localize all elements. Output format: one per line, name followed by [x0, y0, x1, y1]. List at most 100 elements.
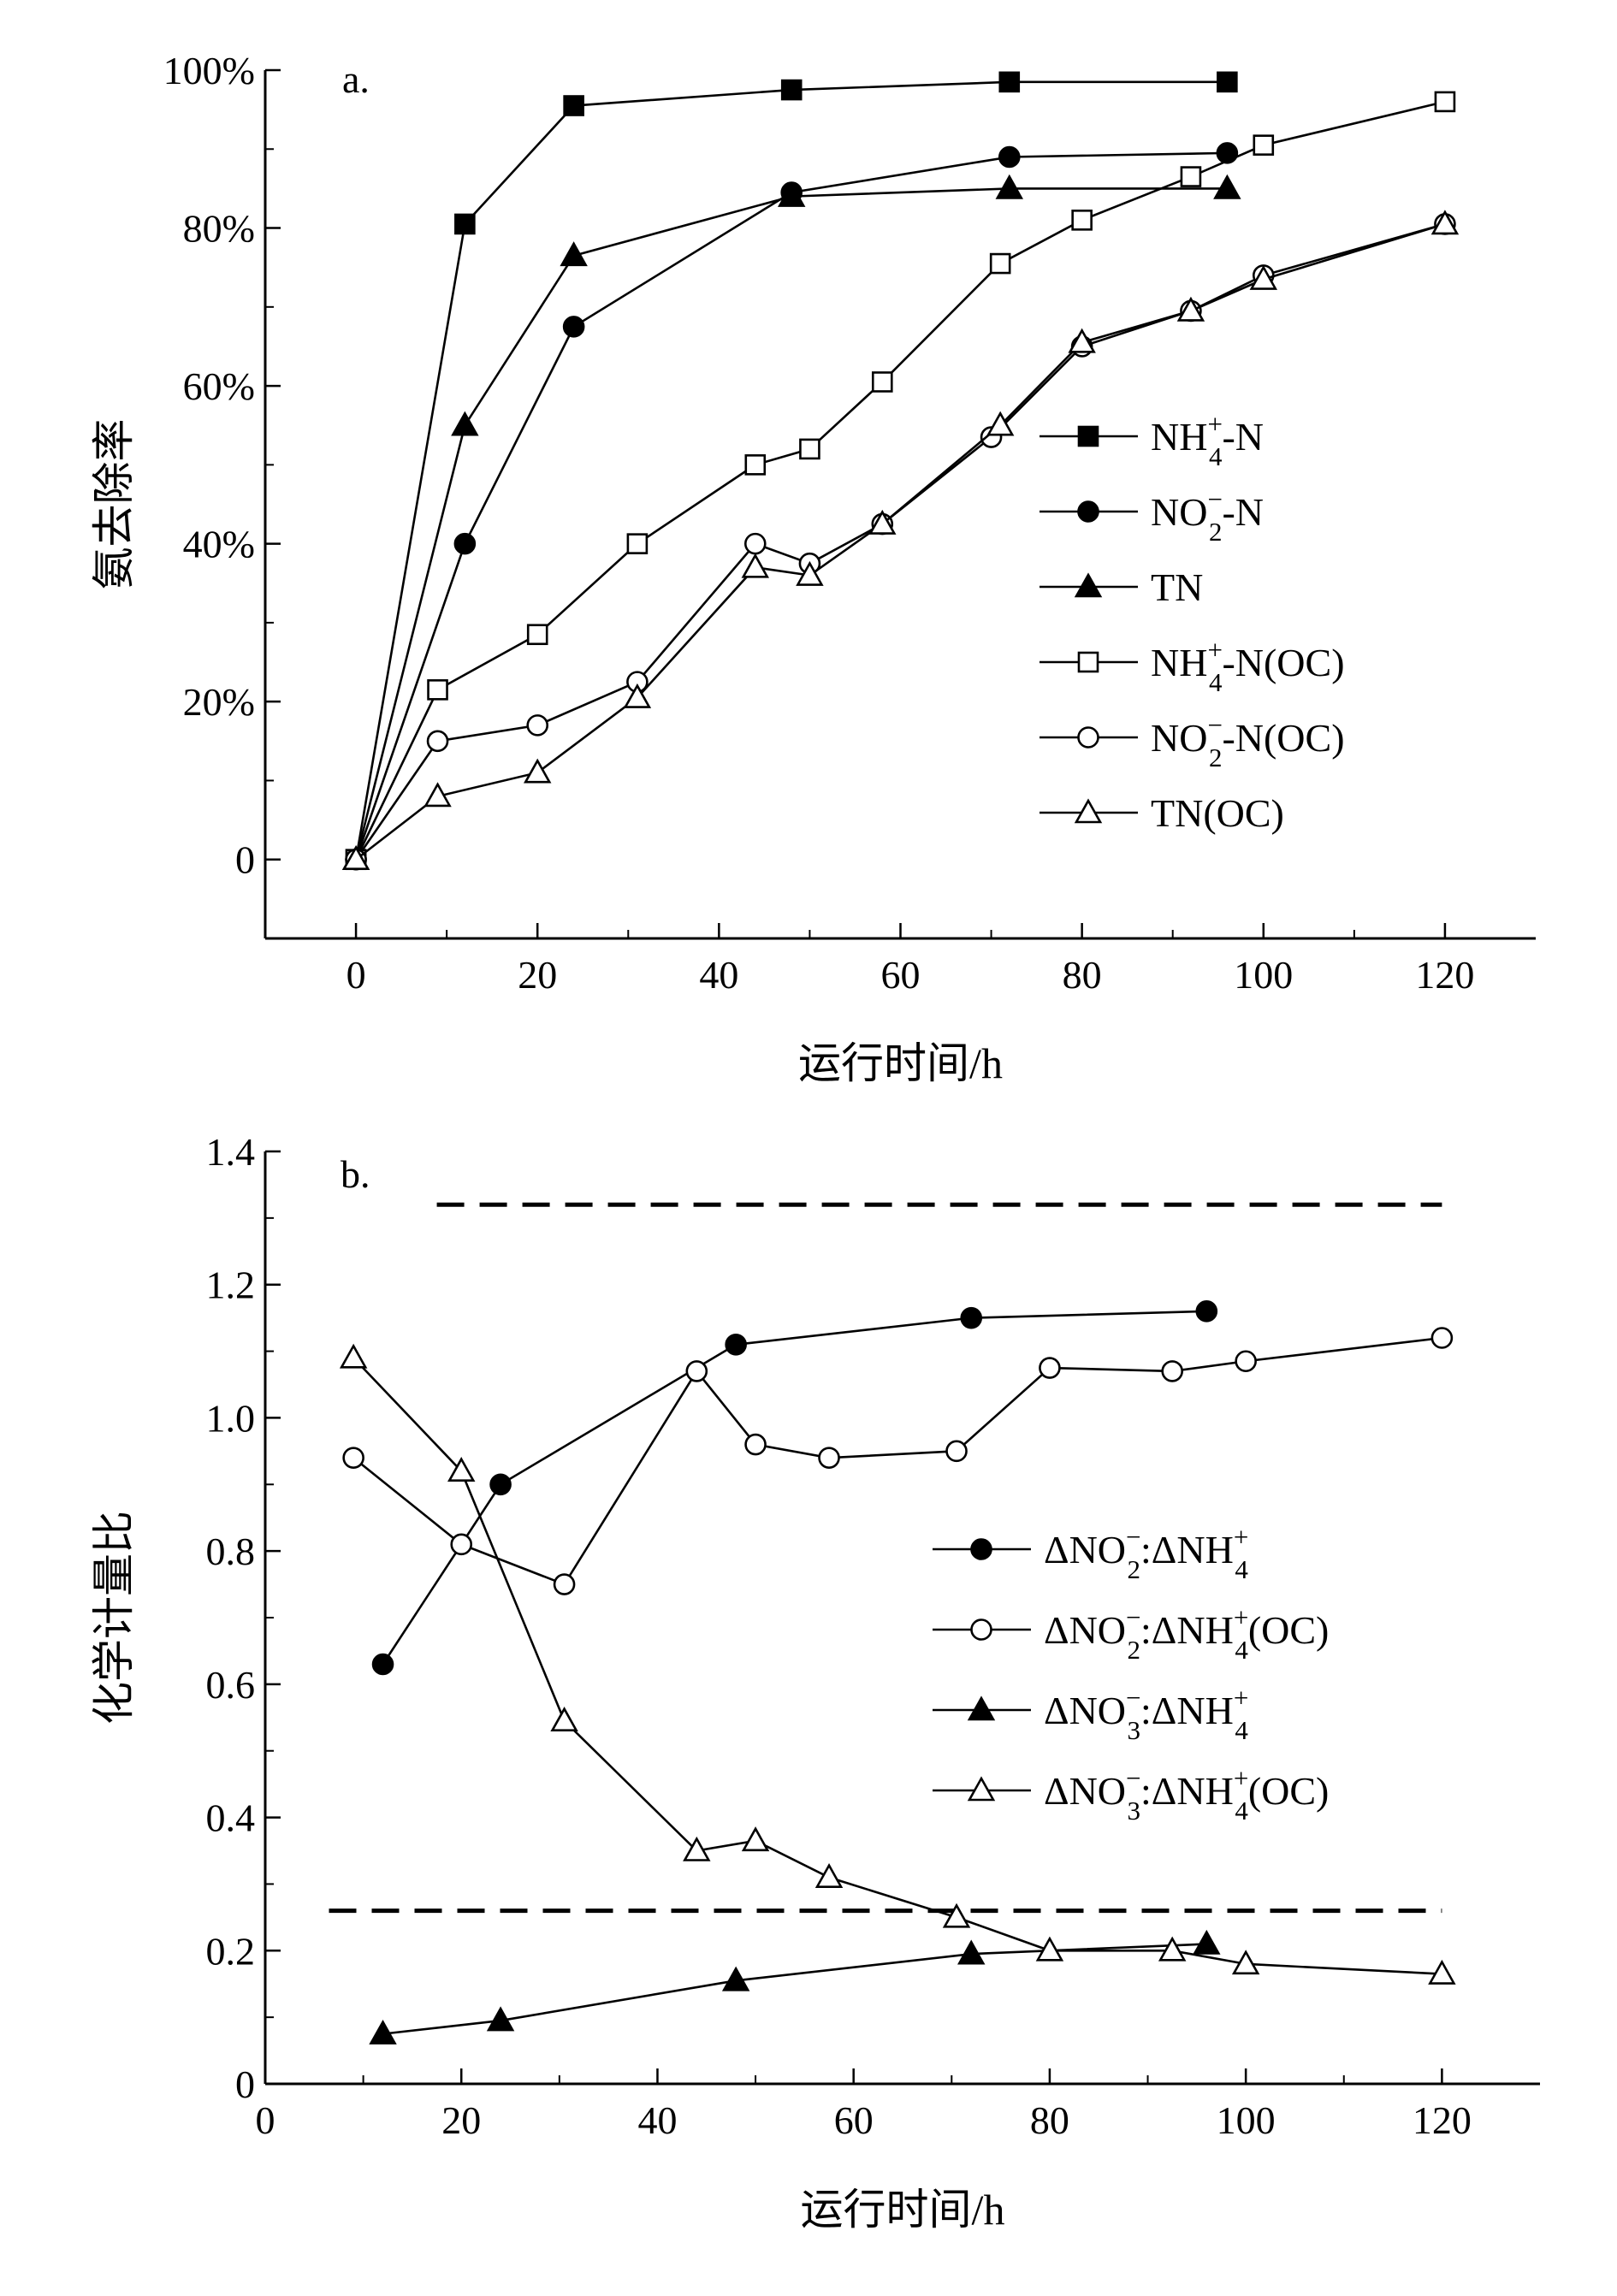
data-point — [447, 1457, 476, 1482]
data-point — [780, 79, 803, 101]
y-tick-label: 40% — [183, 523, 255, 566]
panel-label: b. — [341, 1152, 370, 1196]
x-tick-label: 60 — [834, 2098, 874, 2142]
data-point — [560, 241, 588, 267]
data-point — [1249, 264, 1278, 290]
legend-label: NO− 2-N — [1151, 484, 1264, 547]
legend-entry-nh4plusminusn-oc: NH+ 4-N(OC) — [1040, 635, 1345, 697]
data-point — [1158, 1936, 1187, 1962]
data-point — [526, 624, 548, 646]
legend-label: NH+ 4-N — [1151, 409, 1264, 471]
legend-entry-deltaminusno3minus-deltaminusnh4plus: ΔNO− 3:ΔNH+ 4 — [933, 1683, 1248, 1745]
data-point — [450, 1533, 473, 1556]
legend-entry-deltaminusno2minus-deltaminusnh4plus: ΔNO− 2:ΔNH+ 4 — [933, 1522, 1248, 1584]
series-tn-oc — [341, 210, 1460, 871]
legend-entry-deltaminusno3minus-deltaminusnh4plus-oc: ΔNO− 3:ΔNH+ 4(OC) — [933, 1763, 1329, 1826]
data-point — [1039, 1357, 1061, 1379]
legend-text-part: :ΔNH — [1140, 1528, 1234, 1571]
x-tick-label: 20 — [518, 953, 557, 997]
data-point — [563, 95, 584, 116]
x-tick-label: 0 — [346, 953, 366, 997]
data-point — [796, 560, 824, 586]
data-point — [743, 532, 767, 555]
legend-text-part: 4 — [1235, 1715, 1248, 1745]
legend-label: NH+ 4-N(OC) — [1151, 635, 1345, 697]
series-deltaminusno3minus-deltaminusnh4plus — [369, 1929, 1221, 2045]
data-point — [1180, 166, 1202, 187]
legend-label: TN — [1151, 565, 1203, 609]
legend-text-part: :ΔNH — [1140, 1769, 1234, 1813]
data-point — [995, 174, 1024, 199]
x-tick-label: 120 — [1415, 953, 1474, 997]
legend-text-part: − — [1126, 1522, 1140, 1552]
data-point — [721, 1966, 750, 1991]
x-axis-title: 运行时间/h — [801, 2186, 1005, 2234]
data-point — [453, 532, 477, 555]
legend-entry-no2minusminusn: NO− 2-N — [1040, 484, 1264, 547]
data-point — [1434, 91, 1456, 113]
legend-text-part: + — [1234, 1763, 1248, 1793]
legend-marker — [967, 1695, 996, 1721]
data-point — [741, 553, 770, 578]
x-tick-label: 60 — [881, 953, 921, 997]
data-point — [1213, 174, 1241, 199]
series-line — [354, 80, 1228, 860]
legend-text-part: 4 — [1235, 1635, 1248, 1665]
legend-text-part: (OC) — [1248, 1769, 1330, 1813]
series-line — [354, 151, 1228, 861]
legend-text-part: NO — [1151, 490, 1207, 534]
x-tick-label: 40 — [637, 2098, 677, 2142]
legend-text-part: + — [1234, 1683, 1248, 1713]
data-point — [725, 1333, 747, 1356]
legend-text-part: NH — [1151, 641, 1207, 684]
legend-text-part: 3 — [1128, 1715, 1141, 1745]
legend-label: ΔNO− 2:ΔNH+ 4 — [1044, 1522, 1248, 1584]
data-point — [454, 213, 476, 235]
data-point — [945, 1440, 968, 1463]
legend-text-part: 3 — [1128, 1796, 1141, 1826]
series-nh4plusminusn-oc — [345, 91, 1456, 871]
data-point — [1195, 1300, 1218, 1323]
legend-text-part: TN — [1151, 565, 1203, 609]
legend-text-part: − — [1207, 710, 1222, 740]
data-point — [339, 1343, 368, 1369]
legend-label: ΔNO− 3:ΔNH+ 4(OC) — [1044, 1763, 1329, 1826]
data-point — [871, 371, 893, 393]
data-point — [942, 1902, 971, 1928]
data-point — [960, 1306, 983, 1329]
data-point — [341, 845, 370, 871]
legend-marker — [970, 1618, 992, 1641]
legend-label: NO− 2-N(OC) — [1151, 710, 1345, 772]
legend-marker — [1074, 572, 1103, 598]
legend-text-part: -N(OC) — [1222, 641, 1344, 684]
legend-marker — [1077, 651, 1099, 673]
x-tick-label: 100 — [1234, 953, 1293, 997]
y-tick-label: 60% — [183, 364, 255, 408]
legend-label: TN(OC) — [1151, 791, 1284, 835]
legend-text-part: ΔNO — [1044, 1528, 1126, 1571]
legend-text-part: -N(OC) — [1222, 716, 1344, 760]
x-tick-label: 80 — [1030, 2098, 1069, 2142]
data-point — [799, 438, 820, 460]
data-point — [427, 679, 448, 701]
legend-text-part: :ΔNH — [1140, 1608, 1234, 1652]
legend-text-part: + — [1207, 635, 1222, 665]
legend-text-part: (OC) — [1248, 1608, 1330, 1652]
data-point — [623, 683, 652, 708]
data-point — [550, 1707, 578, 1731]
data-point — [1071, 210, 1093, 231]
series-deltaminusno3minus-deltaminusnh4plus-oc — [339, 1343, 1456, 1985]
y-tick-label: 0 — [235, 838, 255, 882]
data-point — [451, 411, 479, 436]
legend-text-part: 2 — [1209, 743, 1223, 772]
data-point — [777, 181, 806, 207]
data-point — [1231, 1950, 1260, 1975]
y-tick-label: 1.4 — [206, 1130, 256, 1174]
data-point — [1068, 328, 1096, 353]
data-point — [998, 145, 1021, 169]
legend-text-part: − — [1126, 1683, 1140, 1713]
data-point — [1253, 134, 1275, 156]
data-point — [486, 2006, 515, 2032]
